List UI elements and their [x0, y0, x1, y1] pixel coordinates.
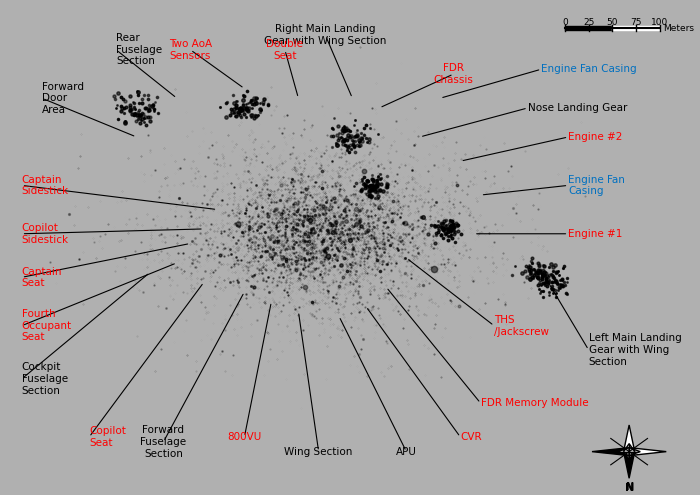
Text: Cockpit
Fuselage
Section: Cockpit Fuselage Section — [22, 362, 68, 396]
Text: Forward
Door
Area: Forward Door Area — [42, 82, 84, 115]
Text: Fourth
Occupant
Seat: Fourth Occupant Seat — [22, 309, 72, 343]
Text: Wing Section: Wing Section — [284, 446, 353, 456]
Polygon shape — [592, 447, 629, 455]
Text: FDR Memory Module: FDR Memory Module — [481, 398, 588, 408]
Text: Copilot
Sidestick: Copilot Sidestick — [22, 223, 69, 245]
Text: Captain
Sidestick: Captain Sidestick — [22, 175, 69, 196]
Text: Forward
Fuselage
Section: Forward Fuselage Section — [140, 425, 186, 458]
Text: THS
/Jackscrew: THS /Jackscrew — [494, 315, 549, 337]
Text: Captain
Seat: Captain Seat — [22, 266, 62, 288]
Polygon shape — [624, 451, 635, 478]
Text: Nose Landing Gear: Nose Landing Gear — [528, 103, 627, 113]
Text: 0: 0 — [562, 18, 568, 27]
Text: Meters: Meters — [663, 24, 694, 33]
Text: Engine Fan
Casing: Engine Fan Casing — [568, 175, 625, 196]
Polygon shape — [624, 425, 635, 451]
Text: FDR
Chassis: FDR Chassis — [434, 63, 474, 85]
Text: Copilot
Seat: Copilot Seat — [89, 426, 126, 448]
Text: Two AoA
Sensors: Two AoA Sensors — [169, 39, 212, 60]
Text: Engine #1: Engine #1 — [568, 229, 623, 239]
Text: Left Main Landing
Gear with Wing
Section: Left Main Landing Gear with Wing Section — [589, 333, 681, 367]
Text: N: N — [625, 482, 634, 492]
Text: APU: APU — [396, 446, 416, 456]
Text: 25: 25 — [583, 18, 594, 27]
Polygon shape — [629, 447, 666, 455]
Text: Rear
Fuselage
Section: Rear Fuselage Section — [116, 33, 162, 66]
Text: 100: 100 — [651, 18, 668, 27]
Text: N: N — [624, 483, 634, 493]
Text: Right Main Landing
Gear with Wing Section: Right Main Landing Gear with Wing Sectio… — [264, 24, 386, 46]
Text: Double
Seat: Double Seat — [267, 39, 303, 60]
Text: 50: 50 — [606, 18, 618, 27]
Text: Engine #2: Engine #2 — [568, 132, 623, 142]
Text: 75: 75 — [630, 18, 642, 27]
Text: 800VU: 800VU — [228, 432, 262, 442]
Text: Engine Fan Casing: Engine Fan Casing — [541, 64, 637, 74]
Text: CVR: CVR — [461, 432, 482, 442]
